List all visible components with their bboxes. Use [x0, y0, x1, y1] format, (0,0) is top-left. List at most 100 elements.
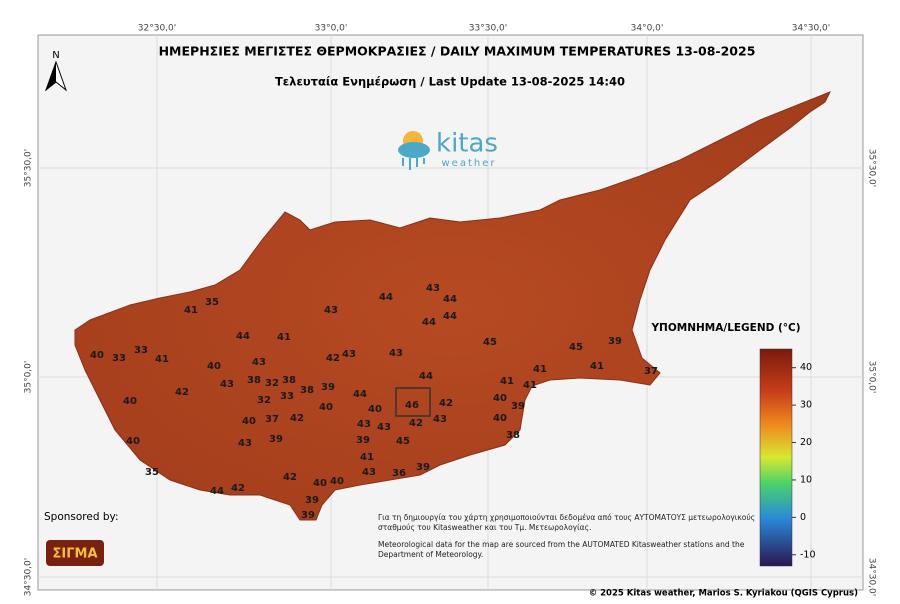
station-temp: 40: [368, 404, 382, 415]
sponsor-logo: ΣΙΓΜΑ: [46, 540, 104, 566]
station-temp: 41: [523, 380, 537, 391]
station-temp: 41: [277, 332, 291, 343]
legend-title: ΥΠΟΜΝΗΜΑ/LEGEND (°C): [650, 322, 800, 334]
station-temp: 38: [282, 375, 296, 386]
highlight-box: [395, 387, 431, 417]
longitude-label: 34°0,0': [631, 24, 664, 34]
station-temp: 40: [90, 350, 104, 361]
sponsor-label: Sponsored by:: [44, 511, 119, 523]
station-temp: 40: [493, 393, 507, 404]
colorbar: [759, 348, 793, 567]
station-temp: 40: [242, 416, 256, 427]
station-temp: 40: [207, 361, 221, 372]
station-temp: 32: [265, 378, 279, 389]
station-temp: 44: [379, 292, 393, 303]
colorbar-tick-label: 30: [800, 400, 812, 411]
station-temp: 44: [443, 294, 457, 305]
station-temp: 39: [608, 336, 622, 347]
map-title: ΗΜΕΡΗΣΙΕΣ ΜΕΓΙΣΤΕΣ ΘΕΡΜΟΚΡΑΣΙΕΣ / DAILY …: [159, 44, 756, 59]
station-temp: 43: [362, 467, 376, 478]
station-temp: 43: [389, 348, 403, 359]
logo-name: kitas: [436, 129, 498, 159]
station-temp: 42: [290, 413, 304, 424]
station-temp: 36: [392, 468, 406, 479]
station-temp: 43: [426, 283, 440, 294]
station-temp: 35: [145, 467, 159, 478]
station-temp: 39: [305, 495, 319, 506]
station-temp: 33: [280, 391, 294, 402]
note: σταθμούς του Kitasweather και του Τμ. Με…: [378, 523, 591, 532]
station-temp: 43: [342, 349, 356, 360]
latitude-label: 35°0,0': [867, 361, 877, 394]
note: Meteorological data for the map are sour…: [378, 540, 745, 549]
station-temp: 38: [247, 375, 261, 386]
station-temp: 42: [326, 353, 340, 364]
latitude-label: 35°30,0': [24, 149, 34, 187]
north-label: N: [52, 50, 59, 61]
station-temp: 41: [155, 354, 169, 365]
station-temp: 43: [252, 357, 266, 368]
station-temp: 41: [184, 305, 198, 316]
station-temp: 45: [396, 436, 410, 447]
station-temp: 44: [422, 317, 436, 328]
station-temp: 38: [506, 430, 520, 441]
station-temp: 45: [483, 337, 497, 348]
note: Department of Meteorology.: [378, 550, 483, 559]
station-temp: 44: [419, 371, 433, 382]
station-temp: 40: [313, 478, 327, 489]
longitude-label: 32°30,0': [138, 24, 176, 34]
station-temp: 33: [134, 345, 148, 356]
station-temp: 39: [416, 462, 430, 473]
station-temp: 40: [123, 396, 137, 407]
longitude-label: 33°0,0': [315, 24, 348, 34]
colorbar-tick-label: 20: [800, 437, 812, 448]
logo-sub: weather: [442, 158, 497, 169]
station-temp: 43: [433, 414, 447, 425]
station-temp: 46: [405, 400, 419, 411]
station-temp: 40: [330, 476, 344, 487]
latitude-label: 35°30,0': [867, 149, 877, 187]
longitude-label: 34°30,0': [792, 24, 830, 34]
station-temp: 41: [590, 361, 604, 372]
station-temp: 37: [644, 366, 658, 377]
station-temp: 44: [443, 311, 457, 322]
station-temp: 39: [511, 401, 525, 412]
copyright: © 2025 Kitas weather, Marios S. Kyriakou…: [589, 589, 858, 599]
logo: kitas weather: [398, 129, 498, 170]
map-subtitle: Τελευταία Ενημέρωση / Last Update 13-08-…: [275, 75, 625, 89]
station-temp: 42: [175, 387, 189, 398]
station-temp: 40: [126, 436, 140, 447]
north-arrow: N: [44, 50, 68, 92]
station-temp: 41: [360, 452, 374, 463]
longitude-label: 33°30,0': [469, 24, 507, 34]
station-temp: 43: [238, 438, 252, 449]
station-temp: 41: [533, 364, 547, 375]
colorbar-tick-label: 0: [800, 512, 806, 523]
station-temp: 33: [112, 353, 126, 364]
station-temp: 39: [356, 435, 370, 446]
station-temp: 40: [493, 413, 507, 424]
station-temp: 32: [257, 395, 271, 406]
station-temp: 41: [500, 376, 514, 387]
station-temp: 42: [283, 472, 297, 483]
station-temp: 44: [210, 486, 224, 497]
sponsor-name: ΣΙΓΜΑ: [53, 547, 98, 562]
station-temp: 43: [220, 379, 234, 390]
station-temp: 45: [569, 342, 583, 353]
station-temp: 39: [301, 510, 315, 521]
station-temp: 43: [357, 419, 371, 430]
island: [74, 91, 832, 521]
station-temp: 42: [231, 483, 245, 494]
station-temp: 40: [319, 402, 333, 413]
colorbar-tick-label: -10: [800, 549, 816, 560]
station-temp: 35: [205, 297, 219, 308]
note: Για τη δημιουργία του χάρτη χρησιμοποιού…: [378, 513, 755, 522]
latitude-label: 35°0,0': [24, 361, 34, 394]
station-temp: 44: [236, 331, 250, 342]
station-temp: 43: [324, 305, 338, 316]
station-temp: 43: [377, 422, 391, 433]
station-temp: 39: [269, 434, 283, 445]
colorbar-tick-label: 40: [800, 362, 812, 373]
latitude-label: 34°30,0': [867, 558, 877, 596]
